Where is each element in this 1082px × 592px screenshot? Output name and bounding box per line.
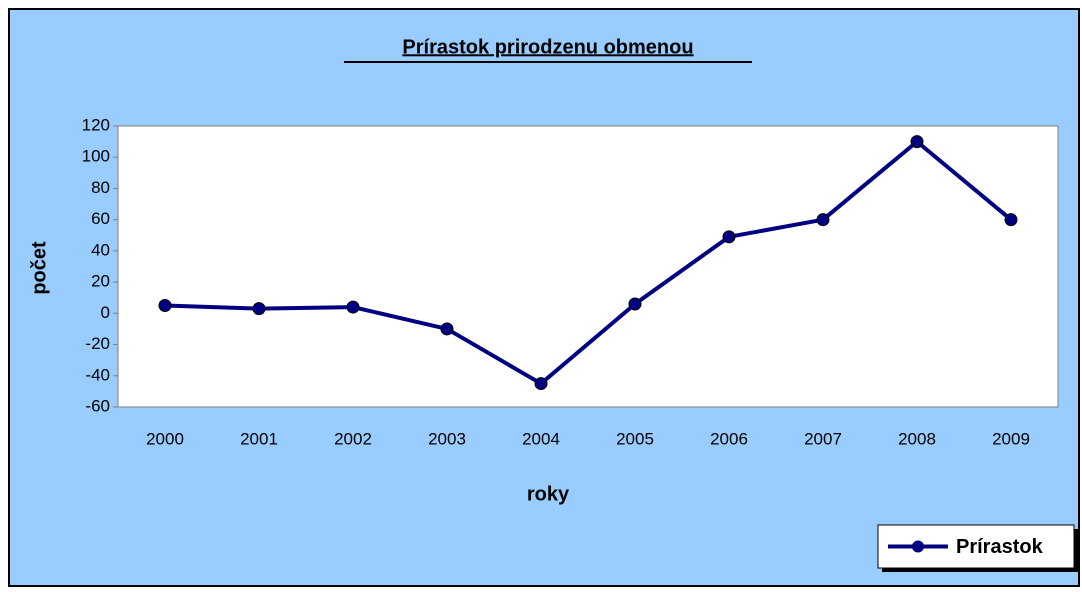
point-marker bbox=[910, 135, 924, 149]
point-marker bbox=[628, 297, 642, 311]
x-tick-label: 2008 bbox=[898, 429, 936, 448]
y-tick-label: 100 bbox=[82, 147, 110, 166]
y-tick-label: -40 bbox=[85, 365, 110, 384]
x-tick-label: 2009 bbox=[992, 429, 1030, 448]
x-tick-label: 2005 bbox=[616, 429, 654, 448]
point-marker bbox=[816, 213, 830, 227]
plot-area bbox=[117, 125, 1059, 408]
x-tick-label: 2007 bbox=[804, 429, 842, 448]
y-tick-label: 120 bbox=[82, 115, 110, 134]
y-tick-label: 20 bbox=[91, 272, 110, 291]
x-tick-label: 2000 bbox=[146, 429, 184, 448]
legend-marker bbox=[912, 540, 924, 553]
point-marker bbox=[346, 300, 360, 314]
y-tick-label: 80 bbox=[91, 178, 110, 197]
point-marker bbox=[252, 302, 266, 316]
point-marker bbox=[534, 377, 548, 391]
y-tick-label: -20 bbox=[85, 334, 110, 353]
point-marker bbox=[440, 322, 454, 336]
y-tick-label: 0 bbox=[101, 303, 110, 322]
point-marker bbox=[1004, 213, 1018, 227]
legend-label: Prírastok bbox=[956, 536, 1044, 558]
x-tick-label: 2001 bbox=[240, 429, 278, 448]
x-tick-label: 2006 bbox=[710, 429, 748, 448]
point-marker bbox=[158, 299, 172, 313]
chart-title: Prírastok prirodzenu obmenou bbox=[402, 36, 693, 58]
y-tick-label: 60 bbox=[91, 209, 110, 228]
y-tick-label: -60 bbox=[85, 396, 110, 415]
point-marker bbox=[722, 230, 736, 244]
series-line bbox=[164, 139, 1013, 386]
y-axis-label: počet bbox=[28, 241, 50, 295]
x-tick-label: 2002 bbox=[334, 429, 372, 448]
x-tick-label: 2004 bbox=[522, 429, 560, 448]
x-axis-label: roky bbox=[527, 483, 570, 505]
x-tick-label: 2003 bbox=[428, 429, 466, 448]
y-tick-label: 40 bbox=[91, 240, 110, 259]
